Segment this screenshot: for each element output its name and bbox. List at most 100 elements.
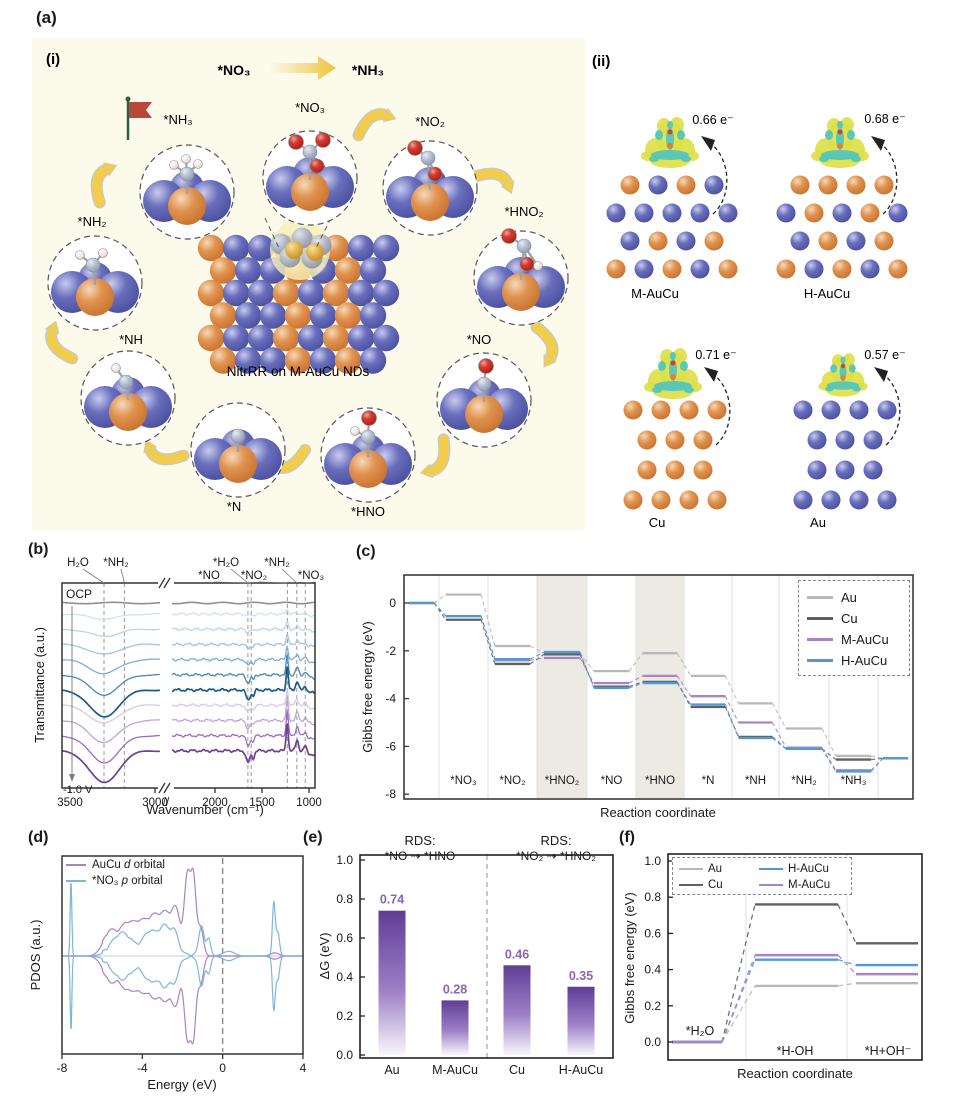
- legend-panel-c: Au Cu M-AuCu H-AuCu: [798, 580, 910, 676]
- legend-f-label-cu: Cu: [708, 879, 723, 891]
- rds-reaction-1: *NO ⇢ *HNO: [384, 849, 456, 864]
- step-label: *HNO₂: [545, 775, 580, 787]
- y-tick: 0.6: [336, 931, 353, 945]
- panel-d-label: (d): [28, 829, 49, 846]
- rds-bar-chart: 0.74 0.28 0.46 0.35 0.0 0.2 0.4 0.6 0.8 1.0 Au M-Au…: [320, 853, 614, 1077]
- bar-value: 0.28: [443, 982, 467, 996]
- y-tick: 1.0: [644, 854, 661, 868]
- step-label: *N: [702, 775, 715, 787]
- ftir-plot: 3500 3000 2000 1500 1000 // H₂O *NH₂ *H₂O*NO *NO₂…: [32, 557, 325, 817]
- intermediate-node: [262, 130, 358, 226]
- bar-category: H-AuCu: [559, 1063, 604, 1077]
- y-axis-label: Transmittance (a.u.): [32, 627, 47, 743]
- bar-value: 0.46: [505, 947, 529, 961]
- legend-label-haucu: H-AuCu: [841, 653, 888, 668]
- x-tick: 0: [219, 1061, 226, 1075]
- legend-f-label-maucu: M-AuCu: [788, 879, 831, 891]
- charge-isosurface: [644, 348, 702, 399]
- panel-c-label: (c): [356, 543, 376, 560]
- energy-series: [672, 953, 918, 1044]
- charge-isosurface: [818, 353, 868, 397]
- y-tick: -4: [385, 692, 396, 706]
- y-tick: 0.2: [336, 1009, 353, 1023]
- rds-group-1: RDS: *NO ⇢ *HNO: [368, 833, 472, 864]
- surface-name-haucu: H-AuCu: [804, 286, 850, 301]
- rds-header-2: RDS:: [540, 833, 572, 848]
- reaction-cycle-diagram: (i) *NO₃ *NH₃ NitrRR on M-AuCu NDs *NO₃ …: [32, 38, 585, 530]
- species-label-hno2: *HNO₂: [505, 204, 544, 219]
- legend-line-maucu: [807, 638, 833, 641]
- charge-value-au: 0.57 e⁻: [864, 348, 905, 362]
- x-tick: 3000: [142, 797, 168, 809]
- y-axis-label: ΔG (eV): [320, 933, 332, 980]
- species-label-nh3: *NH₃: [163, 112, 192, 127]
- energy-series: [408, 601, 909, 773]
- cycle-arrow-icon: [468, 167, 515, 195]
- x-tick: -8: [57, 1061, 68, 1075]
- intermediate-node: [473, 228, 569, 326]
- legend-d-pre: AuCu: [92, 859, 124, 871]
- legend-line-cu: [807, 617, 833, 620]
- legend-line-p-orbital: [66, 879, 86, 883]
- band-label: *NH₂: [103, 557, 129, 569]
- charge-density-subpanel: [793, 353, 901, 510]
- step-label: *HNO: [645, 775, 675, 787]
- cycle-arrow-icon: [143, 439, 190, 466]
- x-tick: 4: [300, 1061, 307, 1075]
- band-label: *NO: [198, 570, 220, 582]
- x-tick: 3500: [57, 797, 83, 809]
- surface-name-cu: Cu: [649, 515, 666, 530]
- charge-value-haucu: 0.68 e⁻: [864, 112, 905, 126]
- intermediate-node: [139, 144, 235, 240]
- charge-density-subpanel: [776, 117, 908, 279]
- ftir-chart: 3500 3000 2000 1500 1000 // H₂O *NH₂ *H₂O*NO *NO₂…: [32, 557, 325, 817]
- legend-label-cu: Cu: [841, 611, 858, 626]
- legend-f-line-maucu: [759, 883, 783, 887]
- y-tick: 0.0: [644, 1035, 661, 1049]
- x-axis-label: Wavenumber (cm⁻¹): [146, 802, 264, 817]
- legend-f-line-au: [679, 867, 703, 871]
- intermediate-node: [190, 402, 286, 498]
- x-axis-label: Energy (eV): [147, 1077, 216, 1092]
- legend-d-it: d: [123, 859, 131, 871]
- step-label: *NO₃: [450, 775, 477, 787]
- step-label: *NO₂: [499, 775, 525, 787]
- header-arrow-icon: [268, 56, 336, 80]
- step-label: *NO: [601, 775, 623, 787]
- step-label: *NH₂: [791, 775, 817, 787]
- step-label: *H-OH: [777, 1044, 814, 1058]
- intermediate-node: [436, 352, 532, 448]
- legend-d-post: orbital: [130, 859, 165, 871]
- pdos-chart: -8 -4 0 4 Energy (eV) PDOS (a.u.): [28, 855, 307, 1092]
- axis-break-mark: //: [163, 797, 170, 809]
- y-tick: -6: [385, 739, 396, 753]
- bar-value: 0.35: [569, 969, 593, 983]
- y-tick: 0.4: [336, 970, 353, 984]
- y-tick: 0: [389, 596, 396, 610]
- gibbs-plot: 0 -2 -4 -6 -8 *NO₃ *NO₂ *HNO₂ *NO *HNO *N *NH *NH₂ *N…: [360, 574, 914, 820]
- x-tick: 1500: [249, 797, 275, 809]
- step-label: *H₂O: [686, 1024, 715, 1038]
- band-label: *NH₂: [264, 557, 290, 569]
- intermediate-node: [320, 407, 416, 503]
- bar-category: M-AuCu: [432, 1063, 478, 1077]
- surface-name-maucu: M-AuCu: [631, 286, 679, 301]
- legend-p-pre: *NO₃: [92, 875, 122, 887]
- gibbs-energy-chart: 0 -2 -4 -6 -8 *NO₃ *NO₂ *HNO₂ *NO *HNO *N *NH *NH₂ *N…: [360, 574, 914, 820]
- step-label: *NH₃: [841, 775, 867, 787]
- x-axis-label: Reaction coordinate: [737, 1066, 853, 1081]
- cycle-arrow-icon: [90, 162, 118, 209]
- bar-category: Cu: [509, 1063, 525, 1077]
- charge-value-maucu: 0.66 e⁻: [692, 113, 733, 127]
- band-label: H₂O: [67, 557, 89, 569]
- y-axis-label: Gibbs free energy (eV): [360, 621, 375, 753]
- y-tick: 0.6: [644, 926, 661, 940]
- rds-group-2: RDS: *NO₂ ⇢ *HNO₂: [494, 833, 618, 864]
- x-tick: 2000: [202, 797, 228, 809]
- cycle-arrow-icon: [44, 320, 79, 365]
- x-tick: -4: [137, 1061, 148, 1075]
- panel-a-label: (a): [36, 8, 57, 27]
- y-tick: 0.2: [644, 999, 661, 1013]
- species-label-n: *N: [227, 499, 241, 514]
